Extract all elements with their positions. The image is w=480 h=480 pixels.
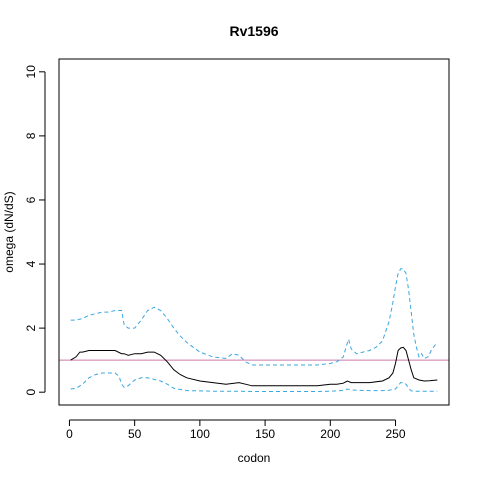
x-tick-label: 0	[66, 427, 73, 441]
series-line-lower-ci	[70, 372, 438, 392]
x-tick-label: 250	[386, 427, 406, 441]
chart-title: Rv1596	[229, 23, 278, 39]
series-line-omega	[70, 346, 438, 387]
x-tick-label: 200	[320, 427, 340, 441]
y-tick-label: 2	[24, 324, 38, 331]
x-axis-label: codon	[238, 451, 271, 465]
x-tick-label: 100	[190, 427, 210, 441]
series-line-upper-ci	[70, 268, 438, 366]
y-tick-label: 8	[24, 132, 38, 139]
y-tick-label: 6	[24, 196, 38, 203]
plot-frame	[58, 58, 450, 406]
series-layer	[59, 268, 449, 392]
y-axis-label: omega (dN/dS)	[2, 191, 16, 272]
x-tick-label: 50	[128, 427, 142, 441]
y-tick-label: 4	[24, 260, 38, 267]
axes-layer: 0 50 100 150 200 250 0 2 4 6 8 10	[24, 65, 406, 441]
x-tick-label: 150	[255, 427, 275, 441]
y-tick-label: 0	[24, 389, 38, 396]
y-tick-label: 10	[24, 65, 38, 79]
